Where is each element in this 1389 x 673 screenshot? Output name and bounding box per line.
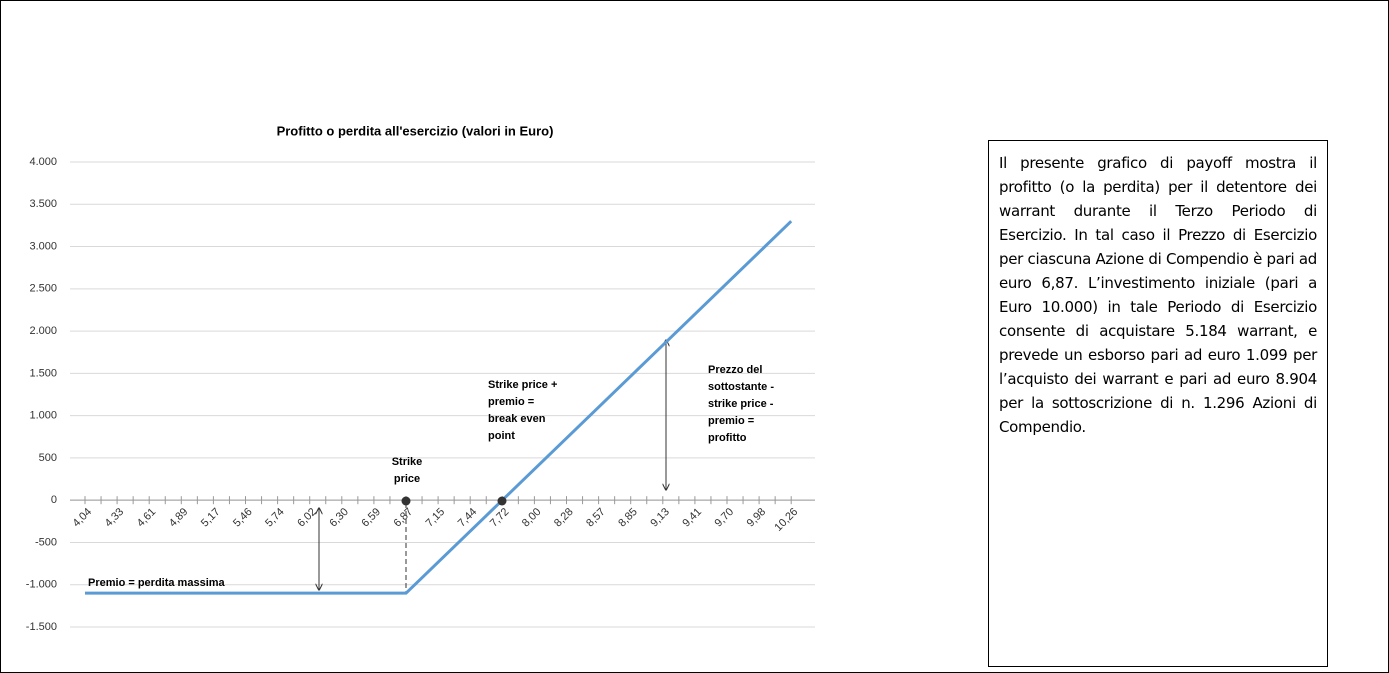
x-tick-label: 9,13: [648, 506, 672, 530]
x-tick-label: 4,33: [103, 506, 127, 530]
x-tick-label: 6,87: [392, 506, 416, 530]
y-tick-label: -1.000: [26, 579, 57, 591]
x-tick-label: 4,04: [71, 506, 95, 530]
y-tick-label: 3.500: [29, 198, 57, 210]
x-tick-label: 5,17: [199, 506, 223, 530]
x-tick-label: 8,57: [584, 506, 608, 530]
y-tick-label: -500: [35, 536, 57, 548]
annotation: break even: [488, 413, 546, 425]
annotation: Strike: [392, 456, 423, 468]
annotation: premio =: [488, 396, 534, 408]
annotation: point: [488, 430, 515, 442]
breakeven-dot: [497, 496, 507, 506]
annotation: profitto: [708, 432, 747, 444]
annotation: price: [394, 473, 420, 485]
x-tick-label: 8,00: [520, 506, 544, 530]
annotation: Premio = perdita massima: [88, 577, 226, 589]
x-tick-label: 6,30: [327, 506, 351, 530]
x-tick-label: 10,26: [772, 506, 800, 534]
y-tick-label: -1.500: [26, 621, 57, 633]
x-tick-label: 8,28: [552, 506, 576, 530]
x-tick-label: 9,70: [713, 506, 737, 530]
x-tick-label: 7,15: [424, 506, 448, 530]
y-tick-label: 2.000: [29, 325, 57, 337]
x-tick-label: 9,41: [680, 506, 704, 530]
y-tick-label: 1.500: [29, 367, 57, 379]
y-tick-label: 500: [39, 452, 57, 464]
annotation: Strike price +: [488, 379, 557, 391]
strike-dot: [401, 496, 411, 506]
x-tick-label: 4,89: [167, 506, 191, 530]
explanation-box: Il presente grafico di payoff mostra il …: [988, 140, 1328, 667]
annotation: premio =: [708, 415, 754, 427]
payoff-line: [85, 220, 793, 595]
y-tick-label: 4.000: [29, 156, 57, 168]
x-tick-label: 4,61: [135, 506, 159, 530]
chart: -1.500 -1.000 -500 0 500 1.000 1.500 2.000 2.500…: [26, 123, 815, 633]
annotation: Prezzo del: [708, 364, 762, 376]
chart-title: Profitto o perdita all'esercizio (valori…: [277, 123, 554, 138]
x-tick-label: 6,59: [359, 506, 383, 530]
annotation: sottostante -: [708, 381, 774, 393]
y-tick-label: 1.000: [29, 410, 57, 422]
y-tick-label: 2.500: [29, 283, 57, 295]
x-tick-label: 9,98: [745, 506, 769, 530]
x-tick-label: 6,02: [295, 506, 319, 530]
y-tick-label: 0: [51, 494, 57, 506]
x-tick-label: 8,85: [616, 506, 640, 530]
annotation: strike price -: [708, 398, 774, 410]
x-tick-label: 5,46: [231, 506, 255, 530]
y-tick-label: 3.000: [29, 240, 57, 252]
x-tick-label: 5,74: [263, 506, 287, 530]
